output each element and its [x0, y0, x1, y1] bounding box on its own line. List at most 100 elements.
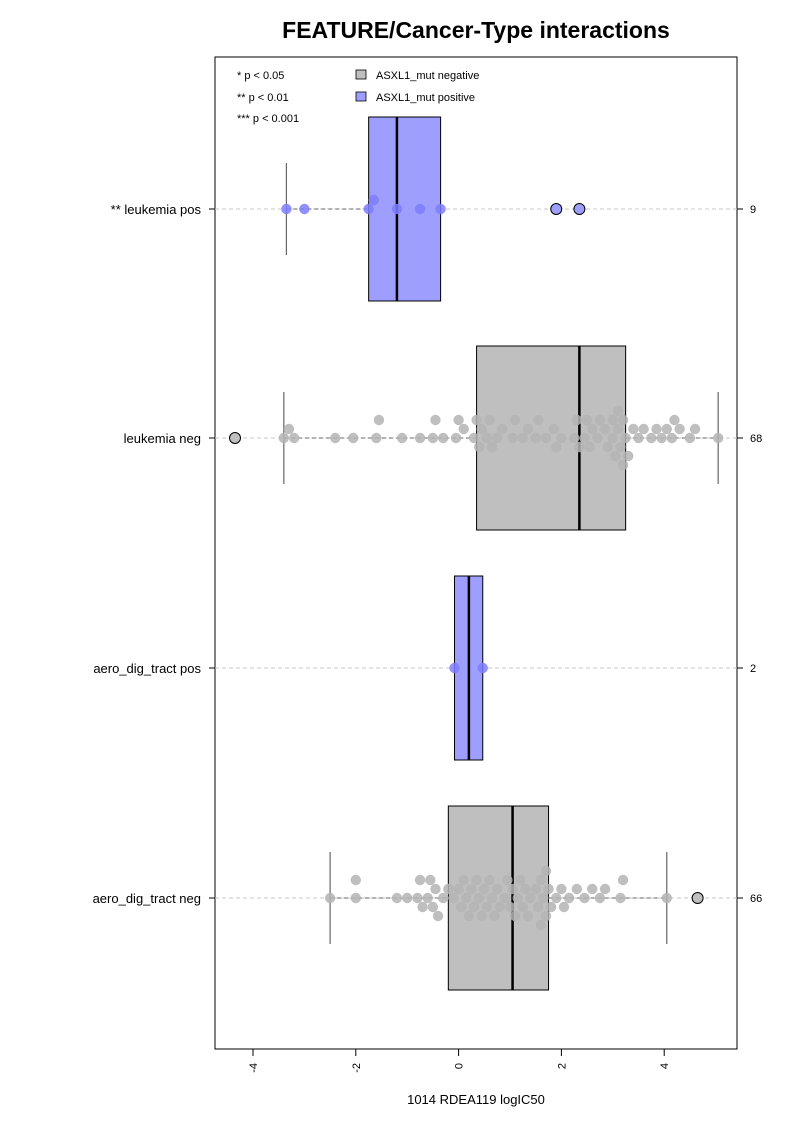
- group-count: 9: [750, 204, 756, 216]
- x-tick-label: 0: [454, 1063, 466, 1069]
- data-point: [473, 892, 485, 904]
- data-point: [545, 901, 557, 913]
- data-point: [481, 901, 493, 913]
- data-point: [651, 423, 662, 435]
- data-point: [592, 432, 603, 444]
- data-point: [661, 423, 672, 435]
- data-point: [517, 432, 529, 444]
- data-point: [507, 883, 518, 895]
- data-point: [278, 432, 290, 444]
- data-point: [396, 432, 408, 444]
- data-point: [504, 901, 516, 913]
- data-point: [548, 423, 559, 435]
- data-point: [371, 432, 382, 444]
- data-point: [538, 892, 549, 904]
- data-point: [522, 910, 534, 922]
- x-tick-label: 2: [556, 1063, 568, 1069]
- data-point: [350, 874, 361, 886]
- data-point: [602, 441, 613, 453]
- data-point: [656, 432, 667, 444]
- data-point: [620, 432, 631, 444]
- data-point: [594, 892, 606, 904]
- data-point: [417, 901, 428, 913]
- data-point: [453, 414, 464, 426]
- x-tick-label: -2: [351, 1063, 363, 1073]
- significance-legend-line-3: *** p < 0.001: [237, 113, 299, 125]
- data-point: [471, 874, 482, 886]
- plot-frame: [214, 56, 738, 1050]
- data-point: [712, 432, 724, 444]
- group-count: 66: [750, 893, 762, 905]
- data-point: [491, 432, 503, 444]
- data-point: [479, 883, 490, 895]
- data-point: [535, 919, 547, 931]
- data-point: [581, 414, 593, 426]
- data-point: [330, 432, 341, 444]
- data-point: [689, 423, 701, 435]
- data-point: [610, 450, 621, 462]
- outlier-point: [691, 892, 704, 904]
- x-tick-label: -4: [248, 1063, 260, 1073]
- data-point: [612, 423, 624, 435]
- data-point: [283, 423, 295, 435]
- data-point: [551, 441, 562, 453]
- data-point: [551, 892, 562, 904]
- data-point: [623, 450, 634, 462]
- data-point: [350, 892, 361, 904]
- significance-legend-line-2: ** p < 0.01: [237, 92, 289, 104]
- data-point: [414, 203, 426, 215]
- data-point: [530, 883, 541, 895]
- data-point: [430, 414, 441, 426]
- data-point: [617, 459, 629, 471]
- data-point: [448, 892, 459, 904]
- data-point: [476, 910, 487, 922]
- data-point: [507, 432, 518, 444]
- x-axis: -4 -2 0 2 4: [248, 1049, 671, 1073]
- data-point: [458, 423, 469, 435]
- data-point: [509, 414, 521, 426]
- data-point: [422, 892, 433, 904]
- data-point: [509, 910, 521, 922]
- data-point: [540, 910, 552, 922]
- data-point: [455, 901, 467, 913]
- data-point: [477, 662, 488, 674]
- data-point: [324, 892, 336, 904]
- data-point: [556, 432, 567, 444]
- data-point: [471, 414, 482, 426]
- data-point: [402, 892, 413, 904]
- group-label: ** leukemia pos: [111, 202, 202, 217]
- data-point: [476, 423, 487, 435]
- legend-swatch-positive: [355, 91, 367, 102]
- legend-label-positive: ASXL1_mut positive: [376, 92, 475, 104]
- data-point: [612, 405, 624, 417]
- data-point: [646, 432, 657, 444]
- data-point: [512, 892, 523, 904]
- data-point: [368, 194, 379, 206]
- data-point: [533, 414, 544, 426]
- data-point: [502, 874, 513, 886]
- data-point: [466, 883, 477, 895]
- data-point: [574, 441, 585, 453]
- data-point: [599, 423, 611, 435]
- x-axis-label: 1014 RDEA119 logIC50: [407, 1092, 545, 1107]
- data-point: [449, 662, 460, 674]
- data-point: [425, 874, 436, 886]
- significance-legend-line-1: * p < 0.05: [237, 70, 284, 82]
- data-point: [435, 203, 446, 215]
- data-point: [584, 441, 595, 453]
- group-count: 2: [750, 663, 756, 675]
- data-point: [486, 892, 498, 904]
- outlier-point: [573, 203, 586, 215]
- outlier-point: [229, 432, 242, 444]
- data-point: [484, 414, 495, 426]
- data-point: [666, 432, 678, 444]
- data-point: [481, 432, 493, 444]
- data-point: [486, 441, 498, 453]
- data-point: [468, 901, 480, 913]
- data-point: [520, 883, 531, 895]
- data-point: [661, 892, 672, 904]
- data-point: [458, 874, 469, 886]
- data-point: [427, 901, 439, 913]
- group-3: aero_dig_tract neg 66: [93, 805, 762, 991]
